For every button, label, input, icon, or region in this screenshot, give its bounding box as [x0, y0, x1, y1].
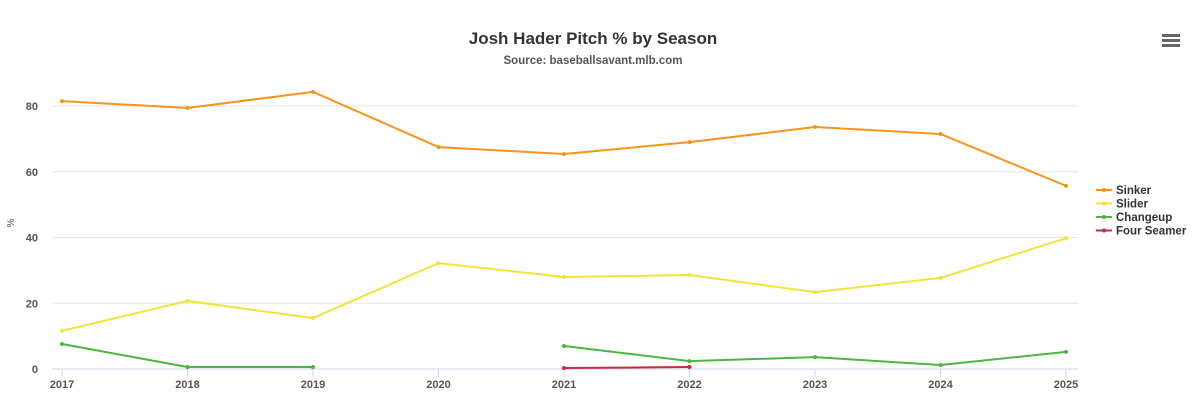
data-point	[687, 272, 692, 277]
y-tick-label: 40	[26, 233, 38, 245]
legend-label: Sinker	[1116, 185, 1152, 197]
hamburger-menu-icon[interactable]	[1162, 34, 1180, 48]
data-point	[938, 131, 943, 136]
y-axis-label: %	[6, 218, 17, 227]
data-point	[1064, 183, 1068, 188]
data-point	[436, 261, 441, 266]
x-tick-label: 2024	[928, 379, 953, 391]
chart-title: Josh Hader Pitch % by Season	[469, 29, 717, 48]
y-tick-label: 0	[32, 364, 38, 376]
x-tick-label: 2019	[301, 379, 325, 391]
data-point	[687, 140, 692, 145]
data-point	[813, 125, 817, 130]
data-point	[60, 342, 64, 347]
data-point	[60, 328, 64, 333]
data-point	[185, 298, 190, 303]
x-tick-label: 2020	[426, 379, 450, 391]
legend-marker	[1102, 201, 1106, 206]
legend-label: Changeup	[1116, 212, 1172, 224]
series-line-four-seamer	[563, 366, 690, 370]
data-point	[687, 365, 692, 370]
legend-item[interactable]: Sinker	[1096, 185, 1152, 197]
data-point	[562, 343, 566, 348]
data-point	[311, 316, 315, 321]
data-point	[1064, 236, 1068, 241]
legend-item[interactable]: Slider	[1096, 199, 1148, 211]
x-tick-label: 2022	[677, 379, 701, 391]
x-tick-label: 2018	[175, 379, 199, 391]
y-tick-label: 60	[26, 167, 38, 179]
legend-marker	[1102, 215, 1106, 219]
legend-marker	[1102, 228, 1106, 233]
y-tick-label: 80	[26, 101, 38, 113]
data-point	[813, 355, 817, 360]
data-point	[185, 365, 190, 370]
data-point	[311, 89, 315, 94]
series-line-slider	[61, 237, 1067, 332]
data-point	[60, 99, 64, 104]
legend-item[interactable]: Four Seamer	[1096, 226, 1187, 238]
legend-label: Four Seamer	[1116, 226, 1187, 238]
data-point	[311, 365, 315, 370]
data-point	[813, 290, 817, 295]
legend-marker	[1102, 188, 1106, 192]
x-tick-label: 2025	[1054, 379, 1078, 391]
legend-item[interactable]: Changeup	[1096, 212, 1172, 224]
chart-subtitle: Source: baseballsavant.mlb.com	[504, 55, 683, 67]
data-point	[562, 274, 566, 279]
x-tick-label: 2021	[552, 379, 576, 391]
x-tick-label: 2023	[803, 379, 827, 391]
data-point	[185, 105, 190, 110]
legend-label: Slider	[1116, 199, 1148, 211]
y-tick-label: 20	[26, 298, 38, 310]
data-point	[938, 363, 943, 368]
series-line-changeup	[61, 343, 313, 369]
data-point	[1064, 349, 1068, 354]
data-point	[436, 145, 441, 150]
data-point	[938, 275, 943, 280]
data-point	[562, 151, 566, 156]
data-point	[562, 366, 566, 371]
data-point	[687, 359, 692, 364]
x-tick-label: 2017	[50, 379, 74, 391]
